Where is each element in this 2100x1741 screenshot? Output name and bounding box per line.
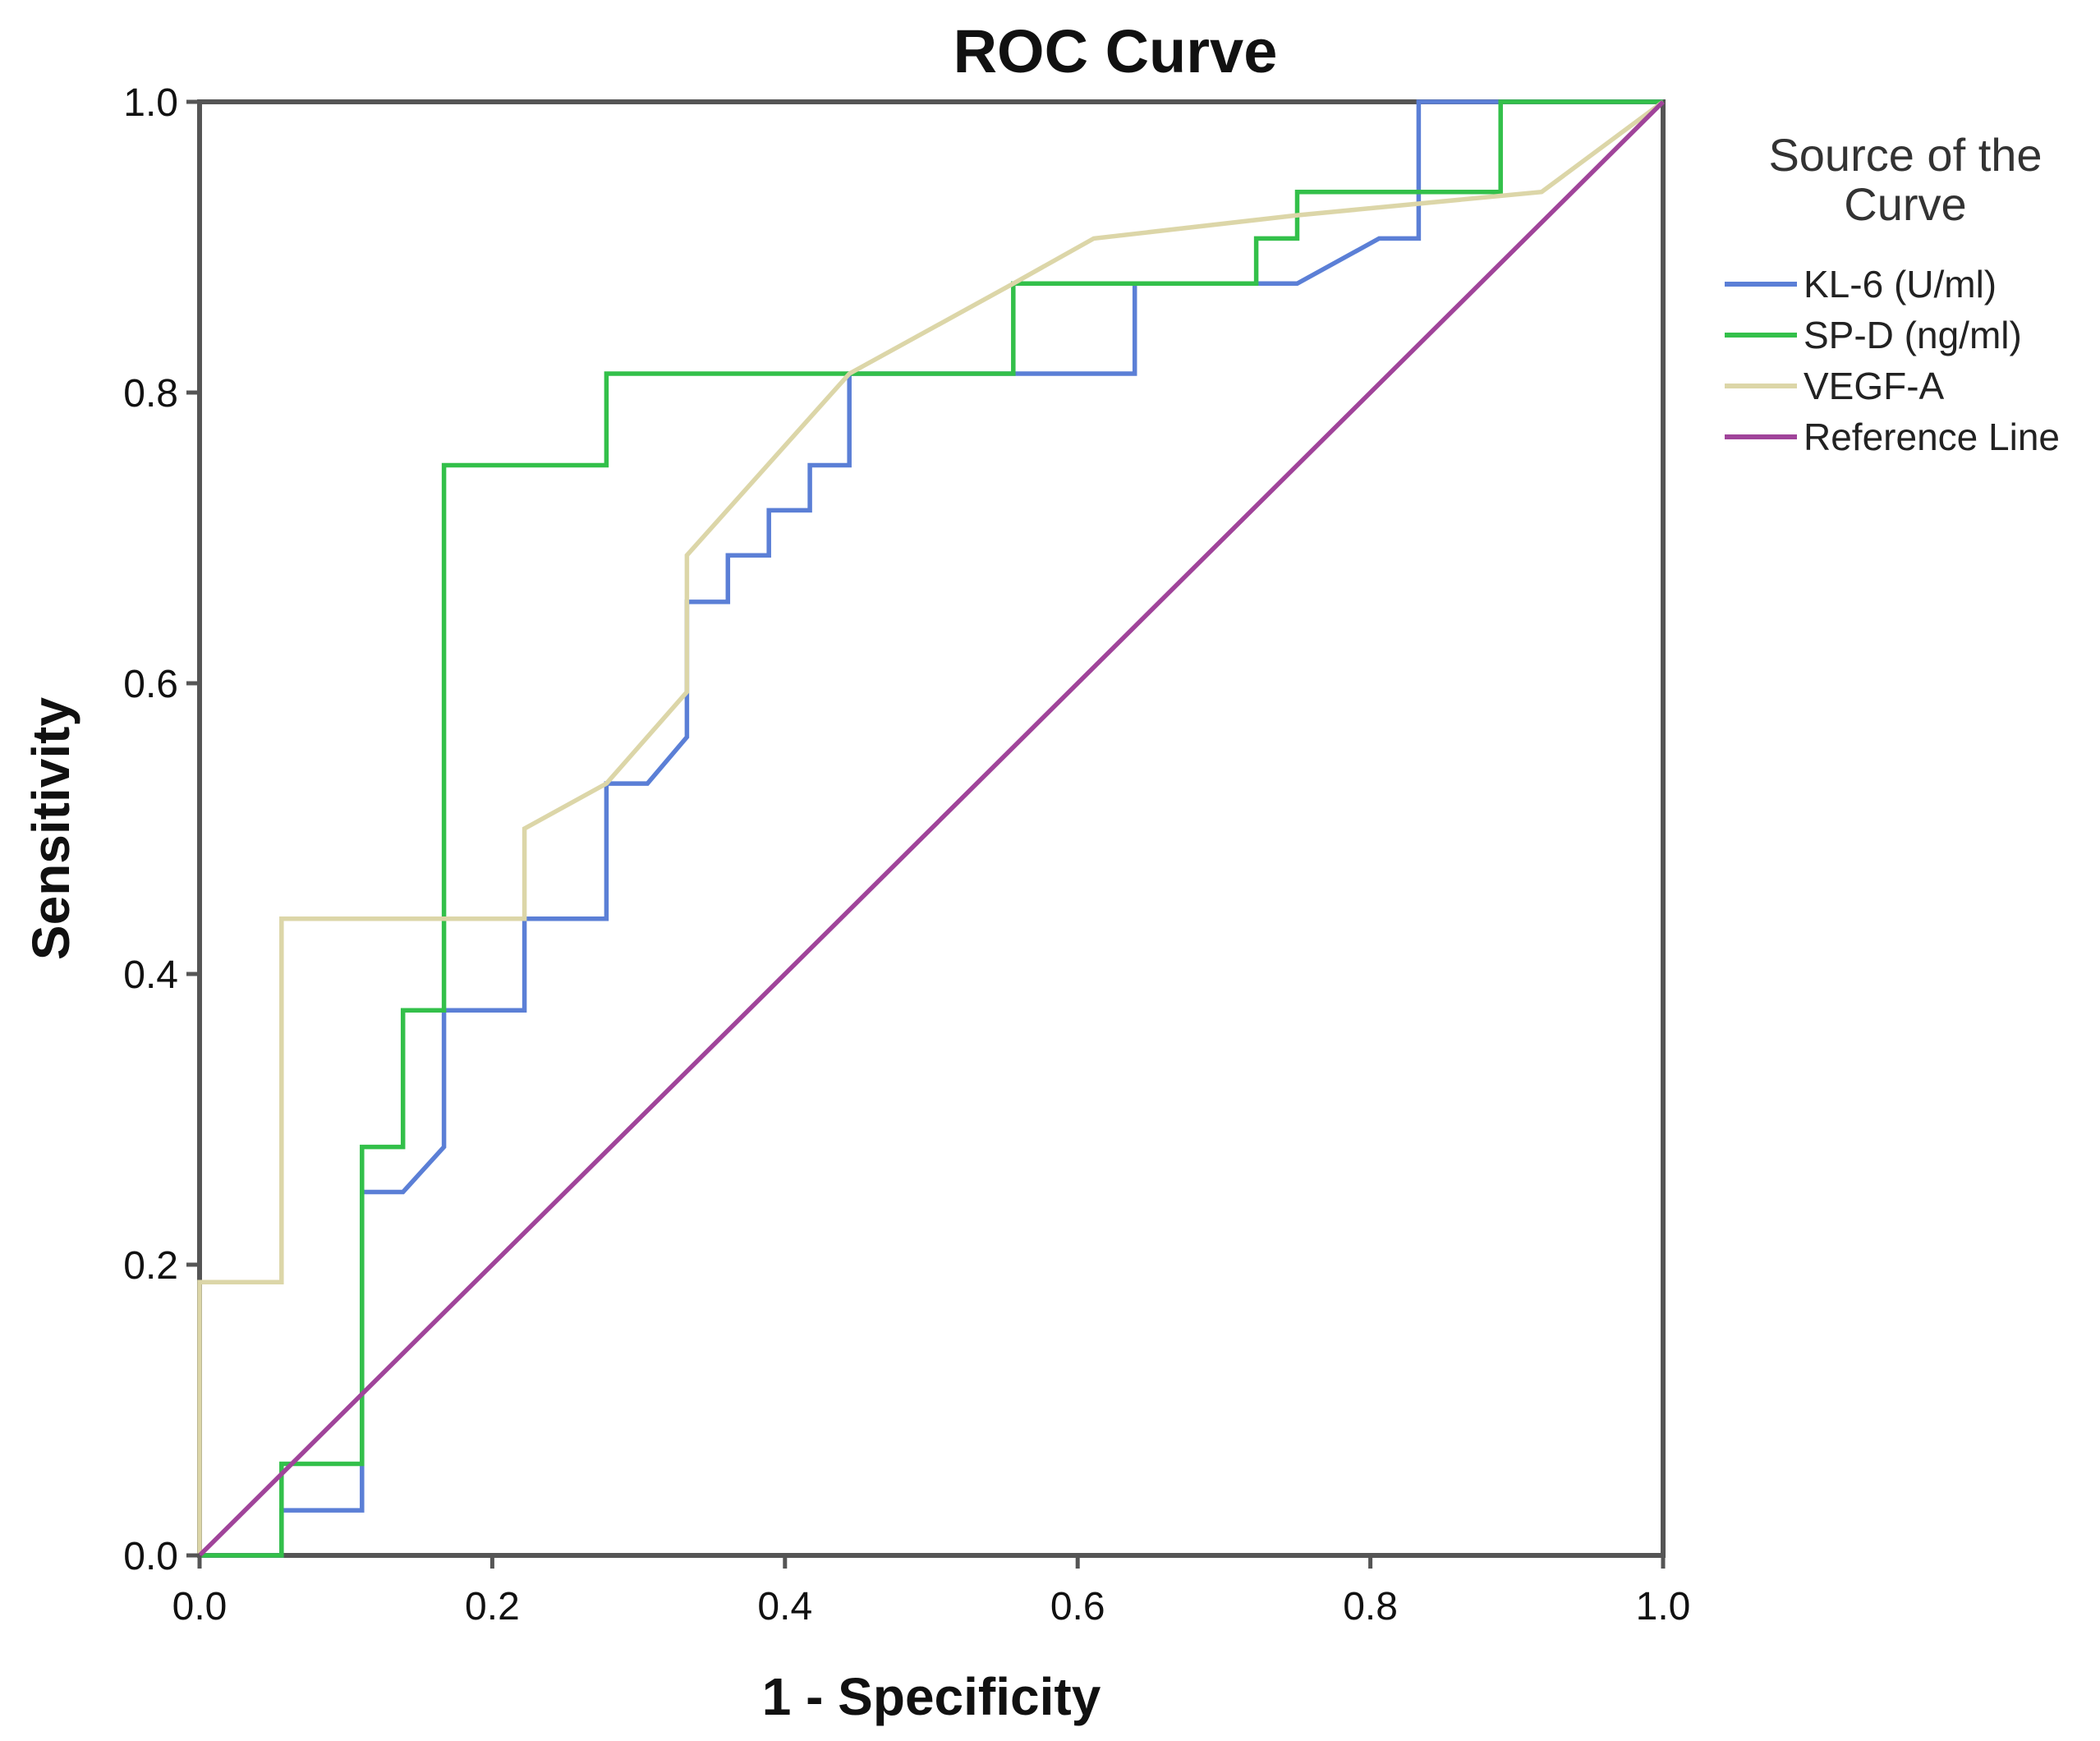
x-tick-label: 0.4 <box>757 1585 812 1628</box>
legend-title-line-2: Curve <box>1844 178 1966 230</box>
legend-label-kl-6-u-ml: KL-6 (U/ml) <box>1804 263 1997 305</box>
chart-title: ROC Curve <box>954 17 1278 85</box>
series-line-reference-line <box>198 100 1665 1557</box>
x-tick-label: 0.8 <box>1343 1585 1398 1628</box>
series-line-sp-d-ng-ml <box>200 99 1663 1558</box>
x-axis-ticks: 0.0 0.2 0.4 0.6 0.8 1.0 <box>172 1555 1691 1628</box>
series-line-vegf-a <box>197 99 1665 1555</box>
legend-label-vegf-a: VEGF-A <box>1804 365 1945 407</box>
x-tick-label: 0.2 <box>465 1585 520 1628</box>
y-tick-label: 0.0 <box>123 1535 178 1578</box>
legend-title-line-1: Source of the <box>1768 129 2042 181</box>
x-axis-label: 1 - Specificity <box>762 1667 1101 1726</box>
y-axis-label: Sensitivity <box>21 697 80 961</box>
x-tick-label: 0.6 <box>1050 1585 1105 1628</box>
x-tick-label: 0.0 <box>172 1585 227 1628</box>
legend-label-sp-d-ng-ml: SP-D (ng/ml) <box>1804 314 2022 356</box>
y-tick-label: 0.6 <box>123 663 178 706</box>
y-tick-label: 0.4 <box>123 953 178 997</box>
y-tick-label: 0.2 <box>123 1244 178 1288</box>
y-tick-label: 1.0 <box>123 81 178 125</box>
legend-label-reference-line: Reference Line <box>1804 416 2060 458</box>
y-tick-label: 0.8 <box>123 372 178 416</box>
x-tick-label: 1.0 <box>1636 1585 1691 1628</box>
series-layer <box>197 99 1665 1558</box>
y-axis-ticks: 0.0 0.2 0.4 0.6 0.8 1.0 <box>123 81 200 1578</box>
legend: Source of the Curve KL-6 (U/ml) SP-D (ng/… <box>1725 129 2060 458</box>
legend-items: KL-6 (U/ml) SP-D (ng/ml) VEGF-A Reference L… <box>1725 263 2060 458</box>
